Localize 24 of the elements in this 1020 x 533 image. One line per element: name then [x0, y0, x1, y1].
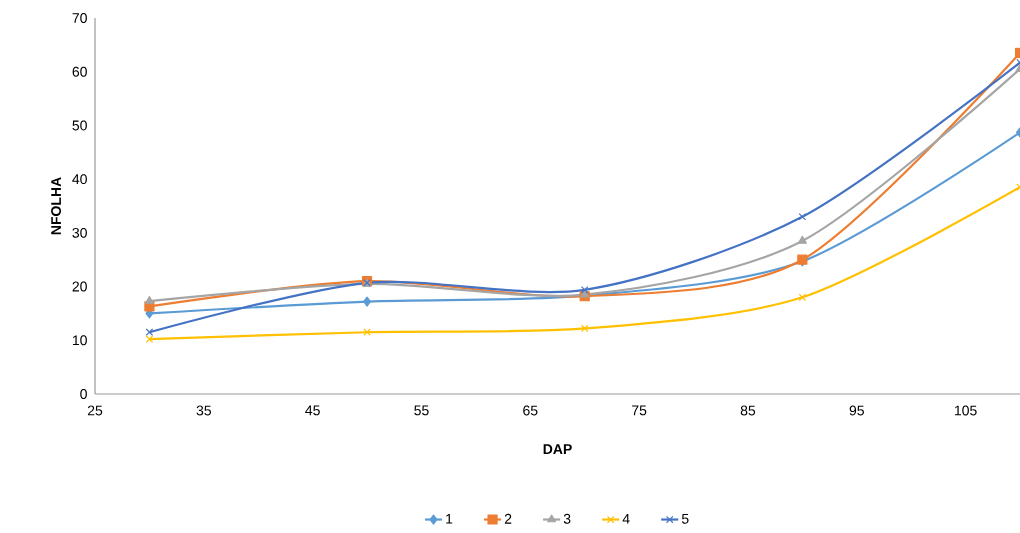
x-tick-label: 105	[954, 405, 977, 416]
legend-label: 2	[504, 513, 512, 524]
legend-label: 3	[563, 513, 571, 524]
y-tick-label: 50	[72, 120, 87, 131]
y-tick-label: 60	[72, 66, 87, 77]
x-tick-label: 45	[305, 405, 320, 416]
x-tick-label: 75	[632, 405, 647, 416]
legend-label: 5	[681, 513, 689, 524]
x-tick-label: 95	[849, 405, 864, 416]
y-tick-label: 40	[72, 174, 87, 185]
legend-label: 4	[622, 513, 630, 524]
legend-label: 1	[446, 513, 453, 524]
x-tick-label: 35	[196, 405, 212, 416]
y-tick-label: 70	[72, 13, 87, 23]
y-tick-label: 10	[72, 335, 87, 346]
y-tick-label: 0	[80, 389, 87, 399]
x-tick-label: 55	[414, 405, 429, 416]
y-axis-title: NFOLHA	[51, 177, 62, 235]
x-tick-label: 65	[523, 405, 538, 416]
x-tick-label: 85	[740, 405, 756, 416]
x-tick-label: 25	[87, 405, 103, 416]
x-axis-title: DAP	[543, 444, 572, 454]
y-tick-label: 30	[72, 227, 87, 238]
y-tick-label: 20	[72, 281, 87, 292]
